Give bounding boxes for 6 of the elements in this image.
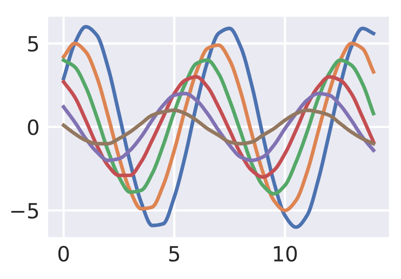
x-tick-label: 0 [58, 246, 69, 262]
y-tick-label: 5 [28, 36, 38, 52]
x-tick-label: 10 [274, 246, 297, 262]
y-tick-label: −5 [11, 203, 38, 219]
y-tick-label: 0 [28, 119, 38, 136]
x-tick-label: 5 [169, 246, 180, 262]
